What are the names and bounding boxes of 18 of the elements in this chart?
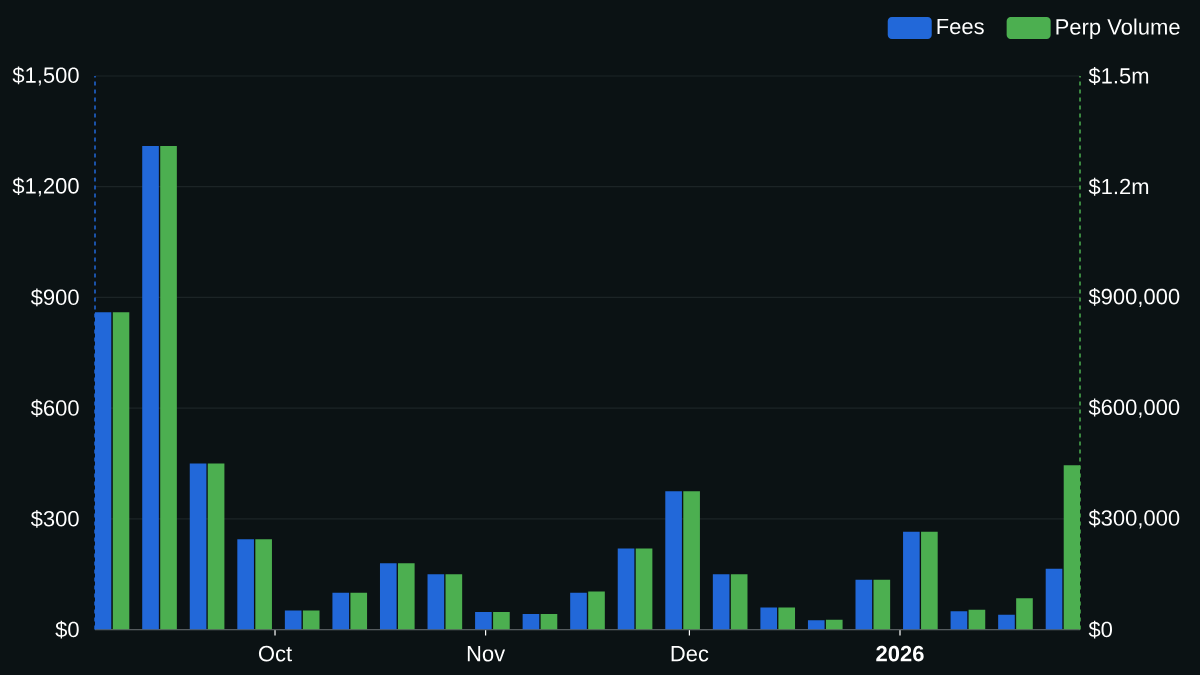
- legend-label: Fees: [937, 18, 984, 35]
- y-tick-label: $1,200: [12, 177, 79, 197]
- y2-tick-label: $600,000: [1088, 398, 1180, 418]
- y-tick-label: $900: [30, 288, 79, 307]
- y2-tick-label: $0: [1088, 620, 1112, 639]
- x-tick-label: 2026: [876, 645, 924, 662]
- x-tick-label: Nov: [467, 646, 506, 662]
- y-tick-label: $0: [55, 620, 79, 639]
- x-tick-label: Dec: [671, 646, 709, 662]
- y-tick-label: $1,500: [12, 66, 79, 86]
- y-tick-label: $300: [30, 509, 79, 528]
- y2-tick-label: $1.5m: [1088, 67, 1149, 85]
- y2-tick-label: $1.2m: [1088, 177, 1149, 196]
- y2-tick-label: $300,000: [1088, 509, 1180, 529]
- legend-label: Perp Volume: [1056, 18, 1180, 40]
- x-tick-label: Oct: [258, 645, 292, 662]
- y-tick-label: $600: [30, 399, 79, 418]
- y2-tick-label: $900,000: [1088, 287, 1180, 307]
